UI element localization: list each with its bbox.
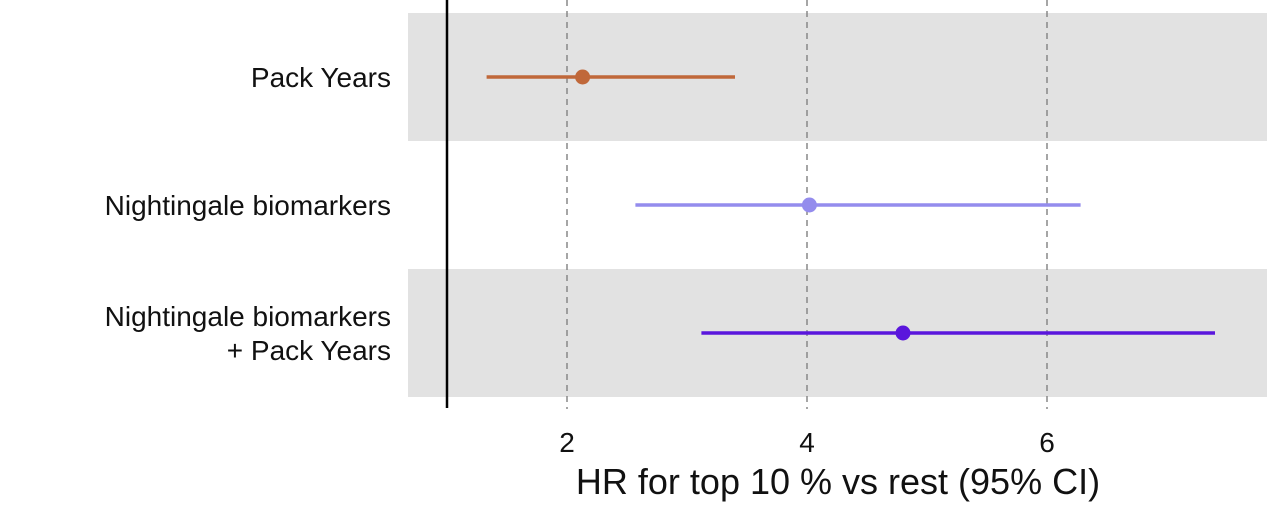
row-label: Pack Years bbox=[251, 62, 391, 93]
row-label-line: Pack Years bbox=[251, 62, 391, 93]
x-tick-label: 6 bbox=[1039, 427, 1055, 458]
hr-point bbox=[575, 69, 591, 85]
gridlines bbox=[566, 0, 1048, 409]
row-label-line: Nightingale biomarkers bbox=[105, 190, 391, 221]
x-tick-label: 4 bbox=[799, 427, 815, 458]
row-label: Nightingale biomarkers + Pack Years bbox=[105, 301, 391, 366]
row-label: Nightingale biomarkers bbox=[105, 190, 391, 221]
row-label-line: + Pack Years bbox=[227, 335, 391, 366]
x-tick-label: 2 bbox=[559, 427, 575, 458]
x-axis-title: HR for top 10 % vs rest (95% CI) bbox=[576, 461, 1100, 502]
estimates bbox=[486, 69, 1215, 341]
x-axis-ticks: 2 4 6 bbox=[559, 427, 1055, 458]
row-label-line: Nightingale biomarkers bbox=[105, 301, 391, 332]
hr-point bbox=[801, 197, 817, 213]
hr-point bbox=[895, 325, 911, 341]
